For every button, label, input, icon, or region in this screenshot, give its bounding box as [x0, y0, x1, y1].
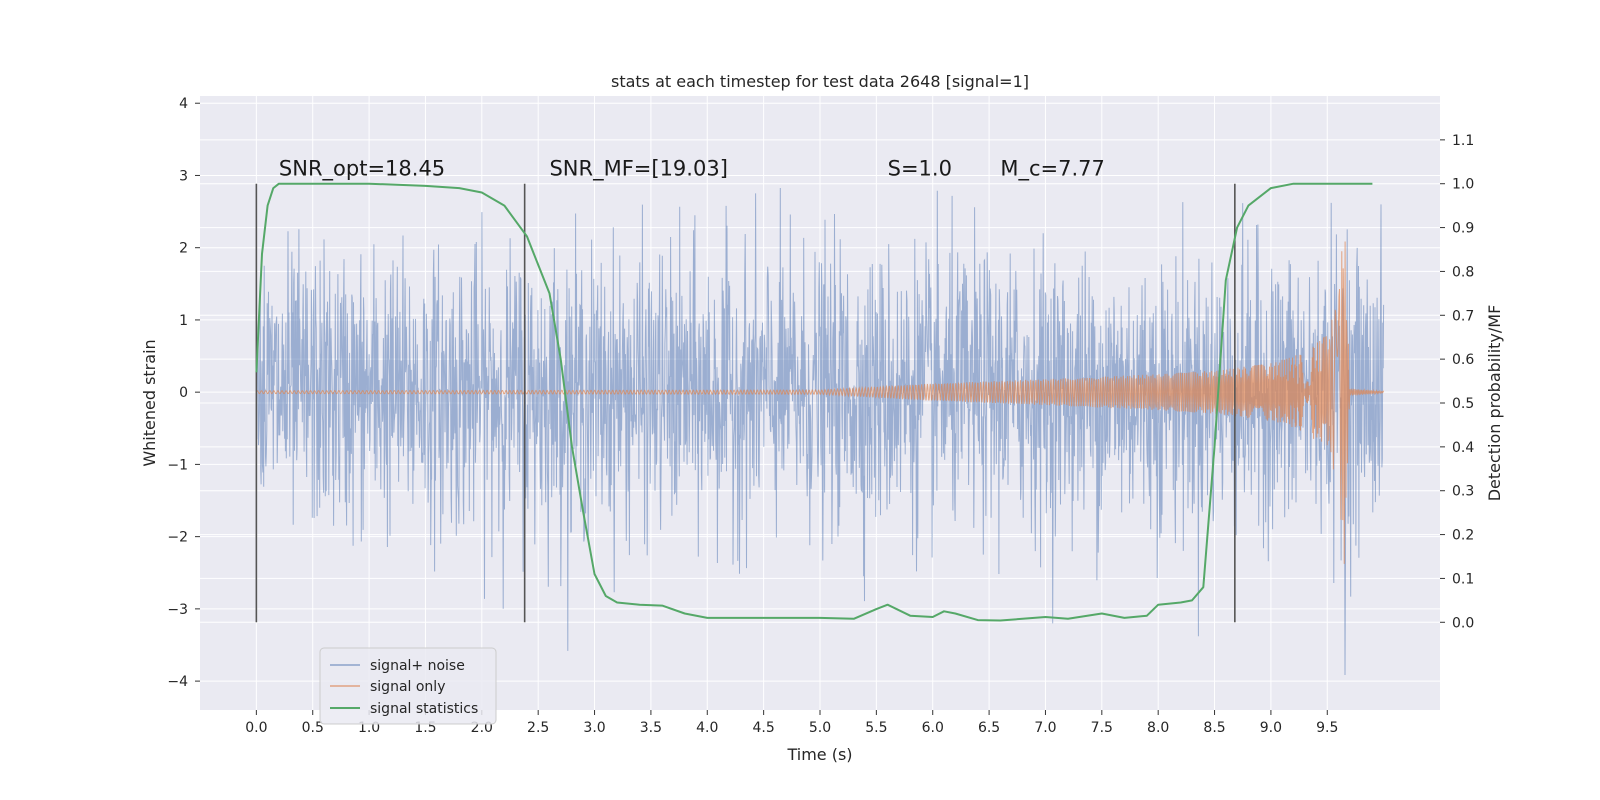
y-axis-label: Whitened strain	[140, 339, 159, 466]
y2-tick-label: 0.8	[1452, 264, 1474, 280]
annotations: SNR_opt=18.45 SNR_MF=[19.03] S=1.0 M_c=7.77	[279, 157, 1105, 182]
x-tick-label: 6.5	[978, 720, 1000, 736]
x-tick-label: 5.5	[865, 720, 887, 736]
y2-axis-label: Detection probability/MF	[1485, 305, 1504, 502]
x-tick-label: 9.5	[1316, 720, 1338, 736]
y2-tick-label: 0.7	[1452, 308, 1474, 324]
x-tick-label: 2.5	[527, 720, 549, 736]
y2-tick-label: 1.0	[1452, 177, 1474, 193]
x-tick-label: 7.0	[1034, 720, 1056, 736]
y2-tick-label: 0.3	[1452, 484, 1474, 500]
tick-labels: 0.0 0.5 1.0 1.5 2.0 2.5 3.0 3.5 4.0 4.5 5.0 5.5 6.0 6…	[167, 96, 1474, 736]
signal-series	[255, 241, 1385, 564]
y-tick-label: −3	[167, 602, 188, 618]
signal-trace	[255, 241, 1385, 564]
stats-series	[255, 182, 1373, 622]
annotation-snr-mf: SNR_MF=[19.03]	[549, 157, 727, 182]
legend: signal+ noise signal only signal statist…	[319, 647, 497, 725]
x-tick-label: 6.0	[922, 720, 944, 736]
x-tick-label: 4.0	[696, 720, 718, 736]
legend-box	[319, 647, 497, 725]
y-tick-label: 2	[179, 241, 188, 257]
legend-label-signal: signal only	[370, 679, 445, 695]
x-axis-label: Time (s)	[786, 745, 852, 764]
marker-lines	[255, 183, 1236, 623]
x-tick-label: 3.0	[583, 720, 605, 736]
y2-tick-label: 0.0	[1452, 615, 1474, 631]
x-tick-label: 3.5	[640, 720, 662, 736]
y-tick-label: −1	[167, 457, 188, 473]
x-tick-label: 8.0	[1147, 720, 1169, 736]
x-tick-label: 4.5	[753, 720, 775, 736]
x-tick-label: 7.5	[1091, 720, 1113, 736]
y-tick-label: −2	[167, 530, 188, 546]
y2-tick-label: 0.6	[1452, 352, 1474, 368]
y2-tick-label: 0.1	[1452, 571, 1474, 587]
legend-label-noise: signal+ noise	[370, 658, 465, 674]
annotation-snr-opt: SNR_opt=18.45	[279, 157, 445, 182]
y2-tick-label: 0.5	[1452, 396, 1474, 412]
y-tick-label: 1	[179, 313, 188, 329]
x-tick-label: 8.5	[1203, 720, 1225, 736]
legend-label-stats: signal statistics	[370, 701, 478, 717]
annotation-mc: M_c=7.77	[1000, 157, 1105, 182]
stats-line	[255, 182, 1373, 622]
x-tick-label: 0.0	[245, 720, 267, 736]
y2-tick-label: 0.4	[1452, 440, 1474, 456]
annotation-s: S=1.0	[888, 157, 952, 181]
y-tick-label: 3	[179, 168, 188, 184]
y2-tick-label: 1.1	[1452, 133, 1474, 149]
x-tick-label: 9.0	[1260, 720, 1282, 736]
y2-tick-label: 0.9	[1452, 221, 1474, 237]
x-tick-label: 5.0	[809, 720, 831, 736]
y-tick-label: 0	[179, 385, 188, 401]
x-tick-label: 0.5	[302, 720, 324, 736]
chart-title: stats at each timestep for test data 264…	[611, 72, 1029, 91]
noise-trace	[255, 187, 1385, 676]
y-tick-label: −4	[167, 674, 188, 690]
y-tick-label: 4	[179, 96, 188, 112]
noise-series	[255, 187, 1385, 676]
y2-tick-label: 0.2	[1452, 528, 1474, 544]
